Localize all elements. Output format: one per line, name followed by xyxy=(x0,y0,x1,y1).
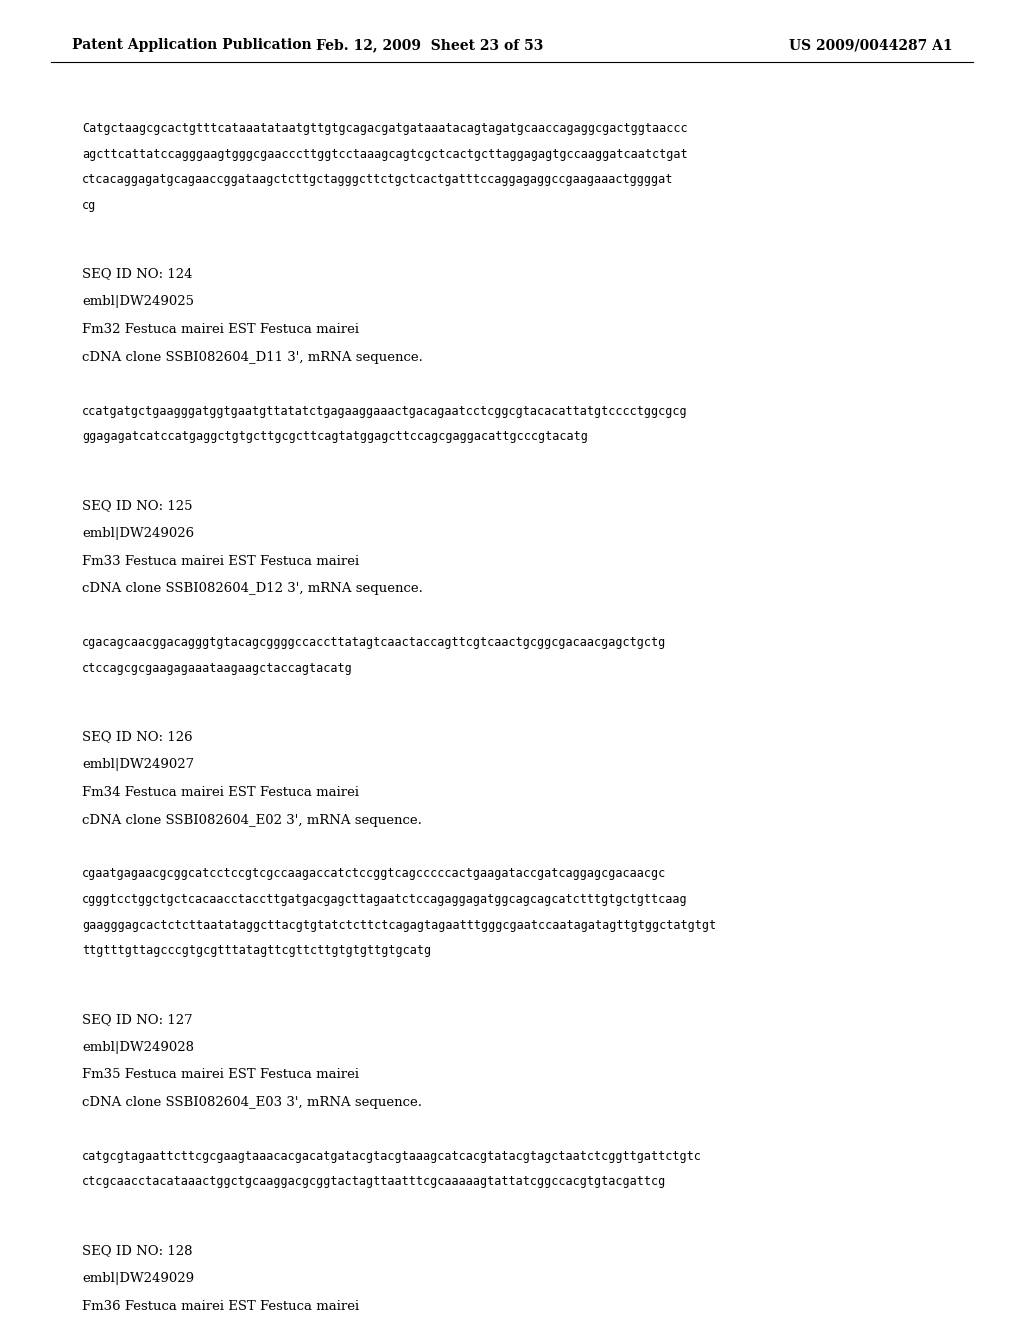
Text: cgacagcaacggacagggtgtacagcggggccaccttatagtcaactaccagttcgtcaactgcggcgacaacgagctgc: cgacagcaacggacagggtgtacagcggggccaccttata… xyxy=(82,636,667,649)
Text: cDNA clone SSBI082604_E02 3', mRNA sequence.: cDNA clone SSBI082604_E02 3', mRNA seque… xyxy=(82,814,422,826)
Text: cgggtcctggctgctcacaacctaccttgatgacgagcttagaatctccagaggagatggcagcagcatctttgtgctgt: cgggtcctggctgctcacaacctaccttgatgacgagctt… xyxy=(82,892,687,906)
Text: US 2009/0044287 A1: US 2009/0044287 A1 xyxy=(788,38,952,53)
Text: ccatgatgctgaagggatggtgaatgttatatctgagaaggaaactgacagaatcctcggcgtacacattatgtcccctg: ccatgatgctgaagggatggtgaatgttatatctgagaag… xyxy=(82,405,687,417)
Text: Patent Application Publication: Patent Application Publication xyxy=(72,38,311,53)
Text: Fm34 Festuca mairei EST Festuca mairei: Fm34 Festuca mairei EST Festuca mairei xyxy=(82,785,359,799)
Text: SEQ ID NO: 125: SEQ ID NO: 125 xyxy=(82,499,193,512)
Text: Fm33 Festuca mairei EST Festuca mairei: Fm33 Festuca mairei EST Festuca mairei xyxy=(82,554,359,568)
Text: embl|DW249026: embl|DW249026 xyxy=(82,527,194,540)
Text: ggagagatcatccatgaggctgtgcttgcgcttcagtatggagcttccagcgaggacattgcccgtacatg: ggagagatcatccatgaggctgtgcttgcgcttcagtatg… xyxy=(82,430,588,444)
Text: ctcgcaacctacataaactggctgcaaggacgcggtactagttaatttcgcaaaaagtattatcggccacgtgtacgatt: ctcgcaacctacataaactggctgcaaggacgcggtacta… xyxy=(82,1176,667,1188)
Text: cDNA clone SSBI082604_E03 3', mRNA sequence.: cDNA clone SSBI082604_E03 3', mRNA seque… xyxy=(82,1097,422,1109)
Text: cg: cg xyxy=(82,199,96,211)
Text: embl|DW249027: embl|DW249027 xyxy=(82,758,194,771)
Text: catgcgtagaattcttcgcgaagtaaacacgacatgatacgtacgtaaagcatcacgtatacgtagctaatctcggttga: catgcgtagaattcttcgcgaagtaaacacgacatgatac… xyxy=(82,1150,701,1163)
Text: Fm36 Festuca mairei EST Festuca mairei: Fm36 Festuca mairei EST Festuca mairei xyxy=(82,1300,359,1313)
Text: cDNA clone SSBI082604_D11 3', mRNA sequence.: cDNA clone SSBI082604_D11 3', mRNA seque… xyxy=(82,351,423,364)
Text: cgaatgagaacgcggcatcctccgtcgccaagaccatctccggtcagcccccactgaagataccgatcaggagcgacaac: cgaatgagaacgcggcatcctccgtcgccaagaccatctc… xyxy=(82,867,667,880)
Text: SEQ ID NO: 124: SEQ ID NO: 124 xyxy=(82,268,193,280)
Text: Fm32 Festuca mairei EST Festuca mairei: Fm32 Festuca mairei EST Festuca mairei xyxy=(82,323,359,337)
Text: cDNA clone SSBI082604_D12 3', mRNA sequence.: cDNA clone SSBI082604_D12 3', mRNA seque… xyxy=(82,582,423,595)
Text: embl|DW249028: embl|DW249028 xyxy=(82,1040,194,1053)
Text: SEQ ID NO: 127: SEQ ID NO: 127 xyxy=(82,1012,193,1026)
Text: Catgctaagcgcactgtttcataaatataatgttgtgcagacgatgataaatacagtagatgcaaccagaggcgactggt: Catgctaagcgcactgtttcataaatataatgttgtgcag… xyxy=(82,121,687,135)
Text: SEQ ID NO: 128: SEQ ID NO: 128 xyxy=(82,1243,193,1257)
Text: embl|DW249029: embl|DW249029 xyxy=(82,1272,194,1284)
Text: ctccagcgcgaagagaaataagaagctaccagtacatg: ctccagcgcgaagagaaataagaagctaccagtacatg xyxy=(82,661,352,675)
Text: Fm35 Festuca mairei EST Festuca mairei: Fm35 Festuca mairei EST Festuca mairei xyxy=(82,1068,359,1081)
Text: SEQ ID NO: 126: SEQ ID NO: 126 xyxy=(82,730,193,743)
Text: agcttcattatccagggaagtgggcgaacccttggtcctaaagcagtcgctcactgcttaggagagtgccaaggatcaat: agcttcattatccagggaagtgggcgaacccttggtccta… xyxy=(82,148,687,161)
Text: gaagggagcactctcttaatataggcttacgtgtatctcttctcagagtagaatttgggcgaatccaatagatagttgtg: gaagggagcactctcttaatataggcttacgtgtatctct… xyxy=(82,919,716,932)
Text: ctcacaggagatgcagaaccggataagctcttgctagggcttctgctcactgatttccaggagaggccgaagaaactggg: ctcacaggagatgcagaaccggataagctcttgctagggc… xyxy=(82,173,674,186)
Text: ttgtttgttagcccgtgcgtttatagttcgttcttgtgtgttgtgcatg: ttgtttgttagcccgtgcgtttatagttcgttcttgtgtg… xyxy=(82,944,431,957)
Text: Feb. 12, 2009  Sheet 23 of 53: Feb. 12, 2009 Sheet 23 of 53 xyxy=(316,38,544,53)
Text: embl|DW249025: embl|DW249025 xyxy=(82,296,194,309)
